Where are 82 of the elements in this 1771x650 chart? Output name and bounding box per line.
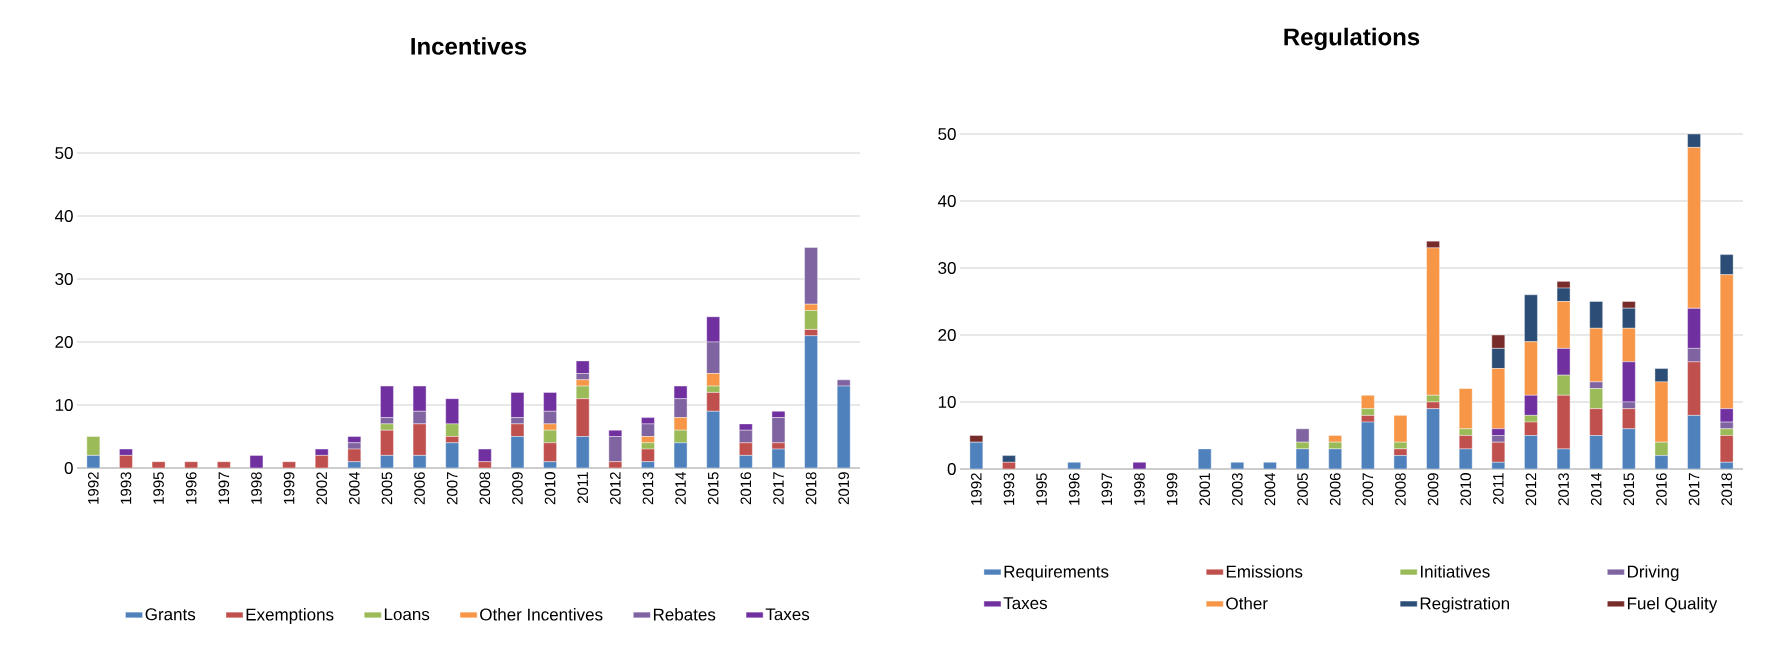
x-tick-label: 2012 [610, 472, 621, 505]
x-tick-label: 1995 [1036, 473, 1047, 505]
x-tick-label: 1995 [153, 472, 164, 504]
legend-label: Taxes [765, 608, 810, 621]
legend-label: Registration [1420, 596, 1509, 613]
x-tick-label: 2005 [381, 472, 393, 505]
x-tick-label: 2008 [1395, 473, 1406, 506]
legend-label: Grants [145, 608, 196, 621]
x-tick-label: 2008 [479, 472, 491, 505]
y-tick-label: 20 [938, 328, 956, 342]
y-tick-label: 20 [55, 335, 73, 349]
x-tick-label: 1993 [1003, 473, 1015, 505]
y-tick-label: 40 [937, 194, 956, 208]
bar [249, 455, 264, 468]
x-tick-label: 2002 [316, 472, 328, 505]
legend-label: Exemptions [246, 608, 334, 624]
x-tick-label: 2011 [1493, 473, 1504, 505]
x-tick-label: 2010 [544, 472, 556, 505]
legend-label: Other [1226, 596, 1268, 610]
x-tick-label: 2012 [1525, 473, 1537, 506]
x-tick-label: 2007 [446, 472, 458, 505]
x-tick-label: 2018 [1721, 473, 1732, 506]
x-tick-label: 1996 [185, 472, 197, 504]
x-tick-label: 2001 [1199, 473, 1210, 506]
x-tick-label: 2013 [642, 472, 654, 505]
x-tick-label: 2019 [838, 472, 849, 505]
x-tick-label: 2003 [1232, 473, 1243, 506]
legend-label: Taxes [1003, 597, 1047, 610]
legend-label: Rebates [653, 608, 716, 621]
x-tick-label: 2011 [577, 472, 589, 504]
x-tick-label: 1997 [218, 472, 230, 504]
x-tick-label: 1998 [1134, 473, 1145, 505]
x-tick-label: 2007 [1362, 473, 1374, 506]
x-tick-label: 2017 [773, 472, 784, 505]
x-tick-label: 2018 [805, 472, 817, 505]
legend-label: Loans [384, 608, 430, 621]
x-tick-label: 2004 [1264, 472, 1276, 506]
bar [478, 448, 492, 462]
x-tick-label: 2010 [1460, 473, 1471, 506]
chart-title: Regulations [1284, 27, 1420, 51]
x-tick-label: 2016 [740, 472, 752, 505]
bar [1426, 408, 1440, 469]
x-tick-label: 2009 [1427, 473, 1439, 506]
legend-label: Driving [1627, 565, 1679, 582]
x-tick-label: 2006 [414, 472, 425, 505]
legend-label: Initiatives [1420, 565, 1490, 578]
x-tick-label: 2014 [1590, 472, 1602, 506]
x-tick-label: 2016 [1656, 473, 1667, 506]
y-tick-label: 40 [54, 209, 73, 223]
y-tick-label: 10 [938, 395, 956, 409]
x-tick-label: 2005 [1297, 473, 1308, 506]
y-tick-label: 50 [938, 127, 956, 141]
legend-label: Other Incentives [480, 608, 603, 621]
x-tick-label: 2017 [1688, 473, 1700, 506]
x-tick-label: 1996 [1068, 473, 1080, 505]
x-tick-label: 1999 [1166, 473, 1178, 505]
x-tick-label: 1998 [251, 472, 262, 504]
x-tick-label: 1999 [283, 472, 295, 504]
legend-label: Requirements [1004, 565, 1109, 582]
x-tick-label: 2015 [707, 472, 719, 505]
y-tick-label: 30 [55, 272, 73, 286]
x-tick-label: 1997 [1101, 473, 1113, 505]
x-tick-label: 2009 [512, 472, 523, 505]
y-tick-label: 10 [55, 398, 73, 412]
y-tick-label: 0 [947, 462, 956, 476]
x-tick-label: 1992 [971, 473, 982, 505]
x-tick-label: 2014 [675, 471, 686, 505]
x-tick-label: 2006 [1329, 473, 1341, 506]
x-tick-label: 2013 [1558, 473, 1569, 506]
bar [576, 398, 590, 437]
legend-label: Emissions [1226, 565, 1303, 578]
chart-title: Incentives [411, 37, 527, 55]
x-tick-label: 1993 [120, 472, 132, 504]
bar [1687, 415, 1701, 469]
y-tick-label: 0 [64, 461, 73, 475]
x-tick-label: 2015 [1623, 473, 1635, 506]
y-tick-label: 50 [55, 146, 73, 160]
y-tick-label: 30 [938, 261, 956, 275]
legend-label: Fuel Quality [1627, 596, 1718, 613]
x-tick-label: 1992 [88, 472, 99, 504]
x-tick-label: 2004 [349, 471, 360, 505]
bar [315, 448, 329, 456]
